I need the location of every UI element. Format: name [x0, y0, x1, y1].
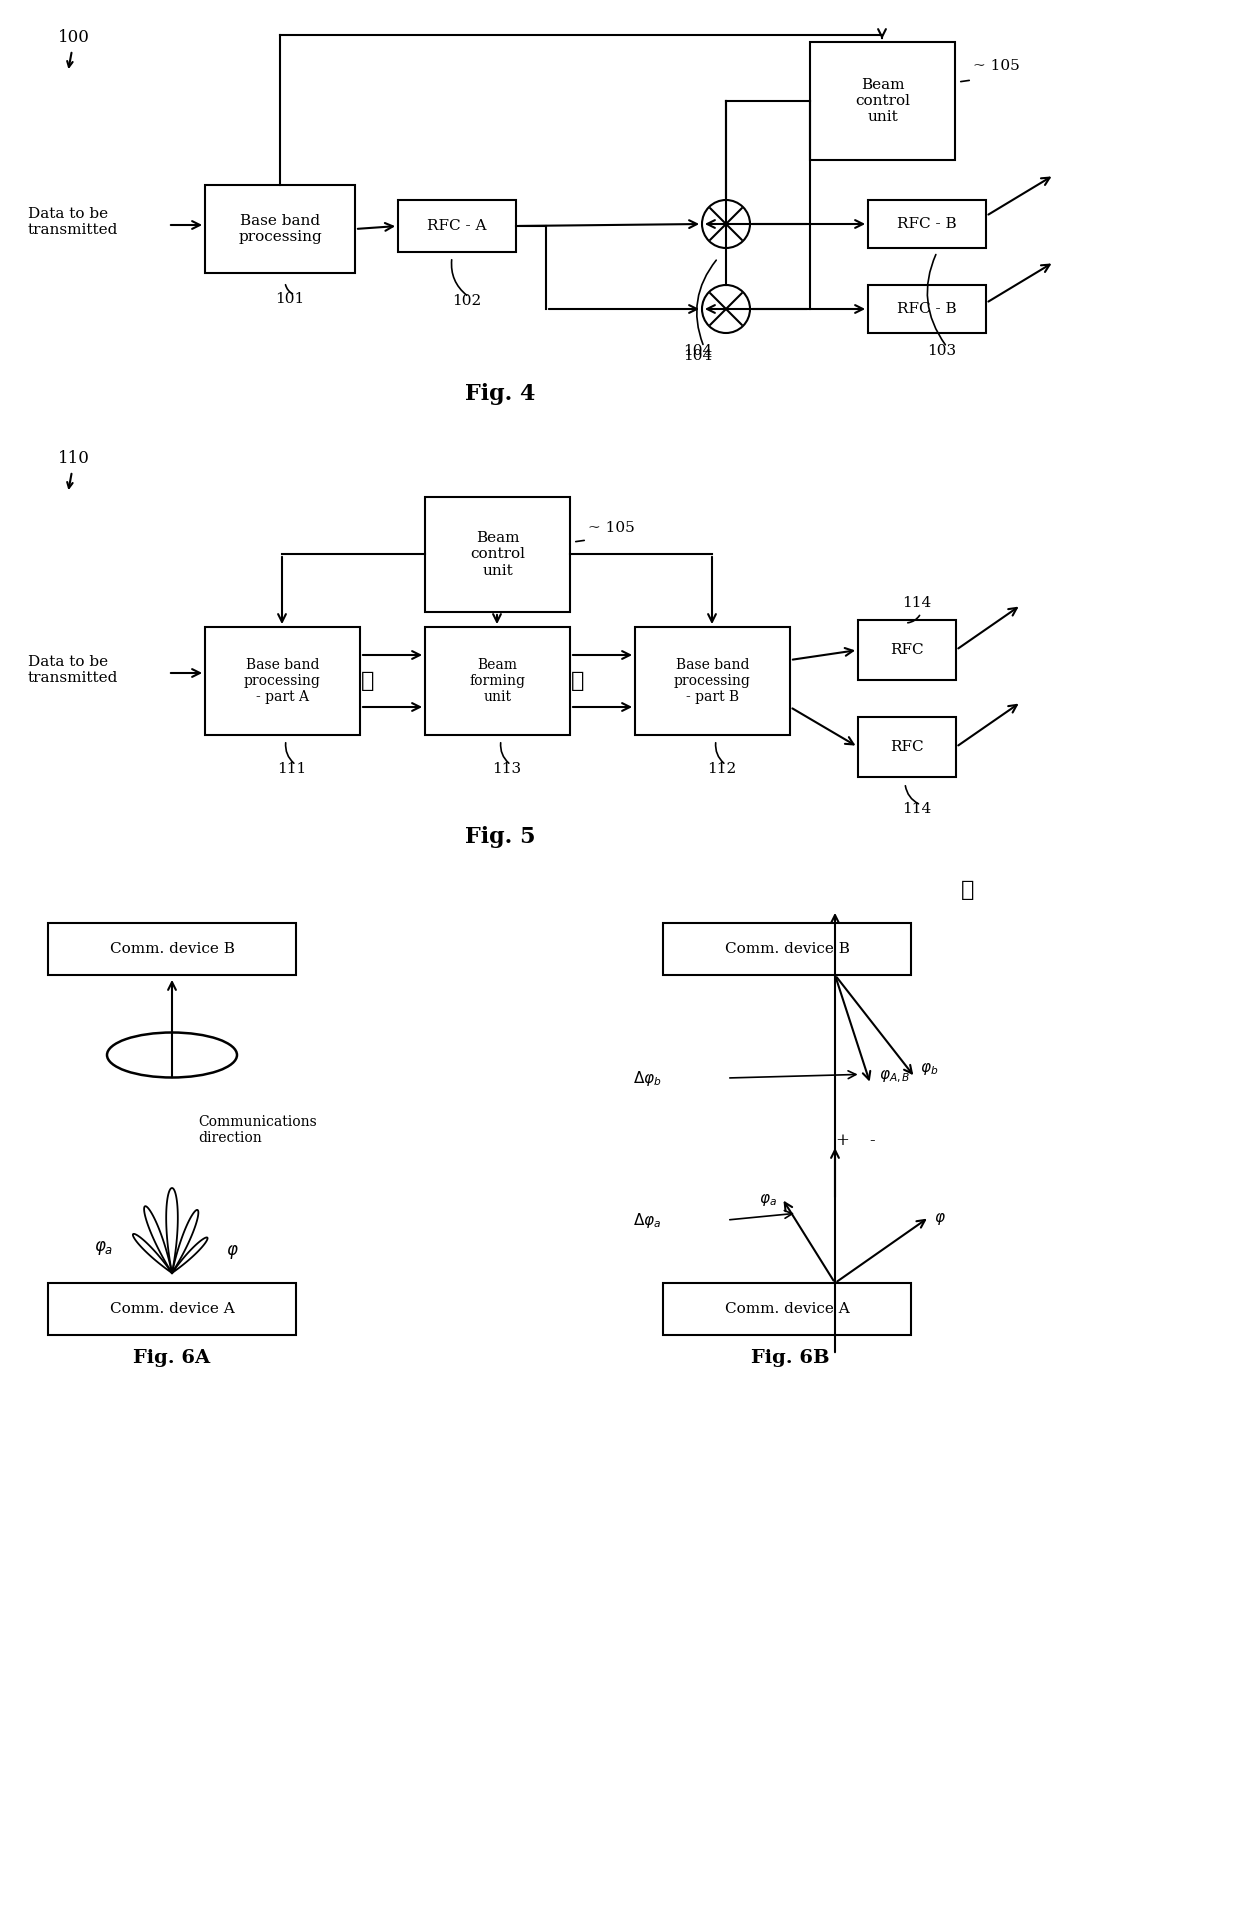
- Text: 101: 101: [275, 292, 305, 306]
- Text: +: +: [835, 1131, 849, 1149]
- Text: -: -: [869, 1131, 874, 1149]
- Bar: [868, 285, 986, 333]
- Text: Beam
control
unit: Beam control unit: [470, 531, 525, 577]
- Text: Base band
processing
- part B: Base band processing - part B: [675, 657, 751, 703]
- Text: 110: 110: [58, 449, 89, 466]
- Text: $\Delta\varphi_a$: $\Delta\varphi_a$: [632, 1212, 661, 1231]
- Bar: [425, 627, 570, 736]
- Text: Data to be
transmitted: Data to be transmitted: [29, 206, 118, 237]
- Text: Comm. device B: Comm. device B: [109, 942, 234, 956]
- Bar: [868, 201, 986, 248]
- Text: Communications
direction: Communications direction: [198, 1114, 316, 1145]
- Bar: [663, 923, 911, 975]
- Bar: [858, 619, 956, 680]
- Bar: [810, 42, 955, 161]
- Bar: [858, 717, 956, 778]
- Text: ⋮: ⋮: [572, 671, 585, 692]
- Text: 113: 113: [492, 762, 522, 776]
- Text: ~ 105: ~ 105: [973, 59, 1019, 73]
- Text: Comm. device A: Comm. device A: [724, 1301, 849, 1317]
- Text: 114: 114: [903, 803, 931, 816]
- Bar: [205, 185, 355, 273]
- Text: 112: 112: [707, 762, 737, 776]
- Text: 104: 104: [683, 344, 713, 357]
- Text: RFC: RFC: [890, 642, 924, 657]
- Text: Fig. 6A: Fig. 6A: [134, 1349, 211, 1366]
- Text: 100: 100: [58, 29, 89, 46]
- Bar: [425, 497, 570, 612]
- Text: $\varphi_a$: $\varphi_a$: [759, 1192, 777, 1208]
- Bar: [398, 201, 516, 252]
- Text: RFC - A: RFC - A: [428, 220, 487, 233]
- Text: ~ 105: ~ 105: [588, 522, 635, 535]
- Text: Data to be
transmitted: Data to be transmitted: [29, 655, 118, 686]
- Text: ⋮: ⋮: [961, 879, 975, 900]
- Bar: [48, 923, 296, 975]
- Text: $\varphi$: $\varphi$: [934, 1212, 946, 1227]
- Text: 111: 111: [278, 762, 306, 776]
- Bar: [635, 627, 790, 736]
- Text: 103: 103: [928, 344, 956, 357]
- Bar: [48, 1282, 296, 1336]
- Text: Beam
control
unit: Beam control unit: [856, 78, 910, 124]
- Text: RFC - B: RFC - B: [898, 218, 957, 231]
- Text: Fig. 6B: Fig. 6B: [750, 1349, 830, 1366]
- Text: 102: 102: [453, 294, 481, 308]
- Text: Beam
forming
unit: Beam forming unit: [470, 657, 526, 703]
- Text: RFC: RFC: [890, 740, 924, 755]
- Text: Fig. 5: Fig. 5: [465, 826, 536, 848]
- Text: RFC - B: RFC - B: [898, 302, 957, 315]
- Text: ⋮: ⋮: [361, 671, 374, 692]
- Text: Comm. device A: Comm. device A: [109, 1301, 234, 1317]
- Text: $\varphi_a$: $\varphi_a$: [94, 1238, 114, 1257]
- Text: Fig. 4: Fig. 4: [465, 382, 536, 405]
- Bar: [663, 1282, 911, 1336]
- Text: $\varphi$: $\varphi$: [226, 1242, 238, 1261]
- Text: $\varphi_{A,B}$: $\varphi_{A,B}$: [878, 1068, 910, 1085]
- Text: 104: 104: [683, 350, 713, 363]
- Text: Comm. device B: Comm. device B: [724, 942, 849, 956]
- Bar: [205, 627, 360, 736]
- Text: $\varphi_b$: $\varphi_b$: [920, 1061, 939, 1078]
- Text: 114: 114: [903, 596, 931, 610]
- Text: Base band
processing: Base band processing: [238, 214, 322, 245]
- Text: Base band
processing
- part A: Base band processing - part A: [244, 657, 321, 703]
- Text: $\Delta\varphi_b$: $\Delta\varphi_b$: [632, 1068, 662, 1087]
